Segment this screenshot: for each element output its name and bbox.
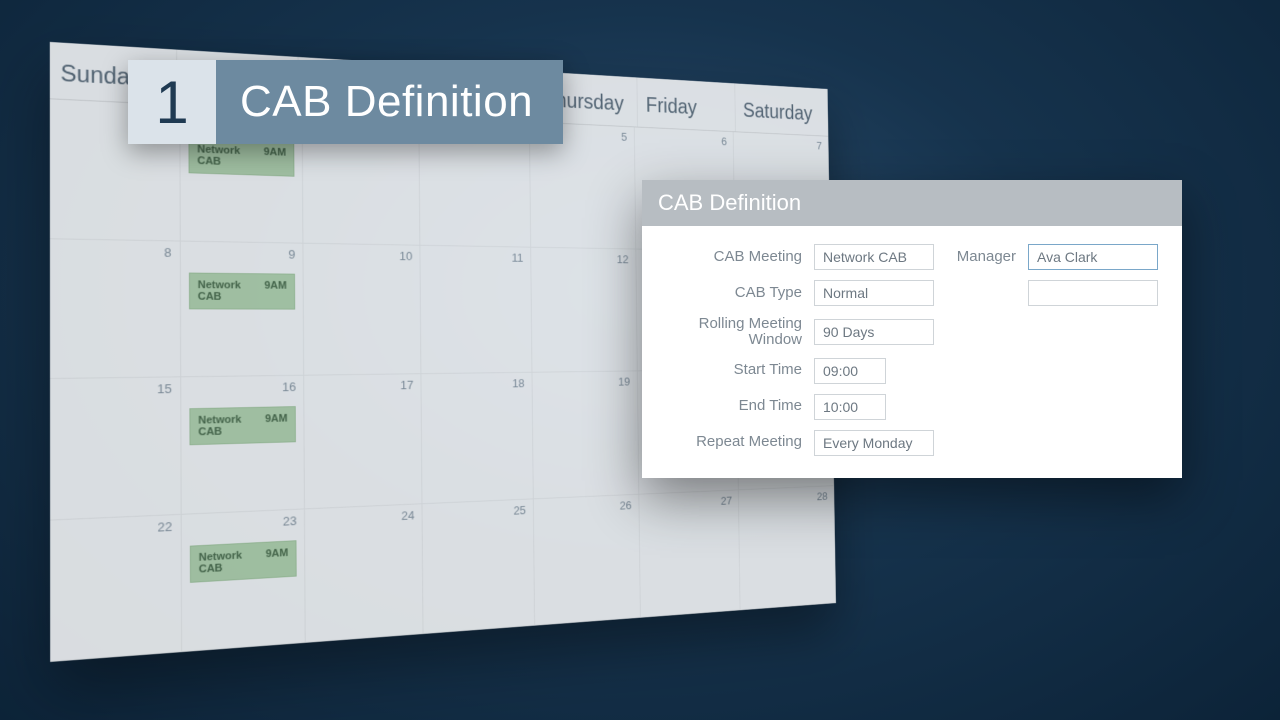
event-time: 9AM (266, 547, 289, 571)
calendar-day-number: 11 (512, 250, 524, 264)
step-number: 1 (128, 60, 216, 144)
input-manager[interactable]: Ava Clark (1028, 244, 1158, 270)
label-rolling-window: Rolling Meeting Window (662, 316, 802, 348)
calendar-cell[interactable]: 24 (305, 504, 423, 643)
event-name: Network CAB (198, 279, 265, 302)
calendar-cell[interactable]: 17 (305, 374, 423, 509)
calendar-day-number: 18 (512, 376, 525, 390)
calendar-cell[interactable]: 28 (739, 486, 836, 611)
input-cab-meeting[interactable]: Network CAB (814, 244, 934, 270)
label-cab-type: CAB Type (662, 285, 802, 302)
calendar-cell[interactable]: 8 (50, 239, 181, 379)
calendar-day-number: 8 (164, 245, 171, 260)
cab-definition-panel: CAB Definition CAB Meeting Network CAB M… (642, 180, 1182, 478)
calendar-day-number: 24 (401, 508, 414, 523)
calendar-day-number: 26 (620, 498, 632, 512)
calendar-day-number: 23 (283, 513, 297, 528)
panel-title: CAB Definition (642, 180, 1182, 226)
input-blank[interactable] (1028, 280, 1158, 306)
calendar-cell[interactable]: 11 (420, 245, 532, 374)
event-name: Network CAB (197, 144, 264, 169)
calendar-day-number: 25 (513, 503, 526, 517)
calendar-cell[interactable]: 16 Network CAB9AM (181, 376, 305, 515)
input-end-time[interactable]: 10:00 (814, 394, 886, 420)
label-repeat: Repeat Meeting (662, 434, 802, 451)
calendar-day-number: 15 (157, 381, 172, 396)
calendar-day-number: 22 (157, 519, 172, 534)
step-banner: 1 CAB Definition (128, 60, 563, 144)
calendar-header-cell: Saturday (735, 83, 828, 135)
panel-body: CAB Meeting Network CAB Manager Ava Clar… (642, 226, 1182, 478)
calendar-day-number: 10 (399, 249, 412, 263)
calendar-event[interactable]: Network CAB9AM (189, 406, 296, 445)
calendar-day-number: 17 (400, 378, 413, 392)
calendar-cell[interactable]: 26 (534, 494, 641, 625)
label-start-time: Start Time (662, 362, 802, 379)
input-cab-type[interactable]: Normal (814, 280, 934, 306)
calendar-event[interactable]: Network CAB9AM (189, 272, 296, 309)
event-time: 9AM (264, 146, 287, 169)
event-name: Network CAB (198, 413, 265, 438)
calendar-day-number: 7 (816, 139, 822, 152)
calendar-cell[interactable]: 12 (531, 247, 637, 373)
input-start-time[interactable]: 09:00 (814, 358, 886, 384)
event-time: 9AM (265, 413, 288, 436)
calendar-day-number: 6 (721, 135, 727, 148)
calendar-cell[interactable]: 9 Network CAB9AM (180, 241, 304, 377)
calendar-cell[interactable]: 19 (532, 371, 639, 499)
label-end-time: End Time (662, 398, 802, 415)
calendar-cell[interactable]: 10 (304, 243, 422, 375)
calendar-event[interactable]: Network CAB9AM (190, 540, 297, 583)
input-repeat[interactable]: Every Monday (814, 430, 934, 456)
event-name: Network CAB (199, 548, 266, 575)
calendar-day-number: 12 (617, 252, 629, 265)
calendar-day-number: 9 (288, 247, 295, 261)
calendar-day-number: 16 (282, 380, 296, 394)
calendar-day-number: 19 (618, 375, 630, 388)
label-manager: Manager (946, 249, 1016, 266)
calendar-header-cell: Friday (638, 78, 736, 132)
input-rolling-window[interactable]: 90 Days (814, 319, 934, 345)
calendar-day-number: 28 (817, 489, 828, 502)
calendar-cell[interactable]: 22 (50, 514, 182, 662)
event-time: 9AM (264, 280, 287, 303)
calendar-day-number: 5 (621, 130, 627, 143)
label-cab-meeting: CAB Meeting (662, 249, 802, 266)
step-title: CAB Definition (216, 60, 563, 144)
calendar-cell[interactable]: 18 (422, 373, 534, 504)
calendar-cell[interactable]: 15 (50, 377, 181, 520)
calendar-cell[interactable]: 27 (639, 490, 741, 618)
calendar-cell[interactable]: 25 (423, 499, 535, 634)
calendar-day-number: 27 (721, 494, 732, 507)
calendar-cell[interactable]: 23 Network CAB9AM (181, 509, 306, 652)
